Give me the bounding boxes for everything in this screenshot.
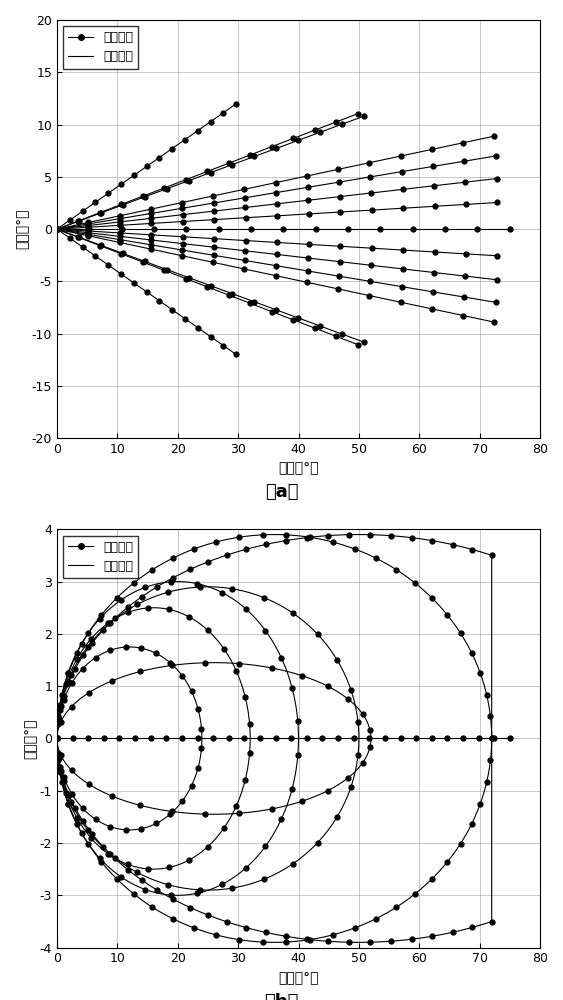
Legend: 预测弹道, 实际弹道: 预测弹道, 实际弹道: [63, 26, 138, 68]
Text: （a）: （a）: [265, 483, 298, 501]
X-axis label: 经度（°）: 经度（°）: [278, 462, 319, 476]
Text: （b）: （b）: [264, 993, 299, 1000]
Y-axis label: 纬度（°）: 纬度（°）: [15, 209, 29, 249]
X-axis label: 经度（°）: 经度（°）: [278, 971, 319, 985]
Y-axis label: 纬度（°）: 纬度（°）: [23, 718, 37, 759]
Legend: 预测弹道, 实际弹道: 预测弹道, 实际弹道: [63, 536, 138, 578]
